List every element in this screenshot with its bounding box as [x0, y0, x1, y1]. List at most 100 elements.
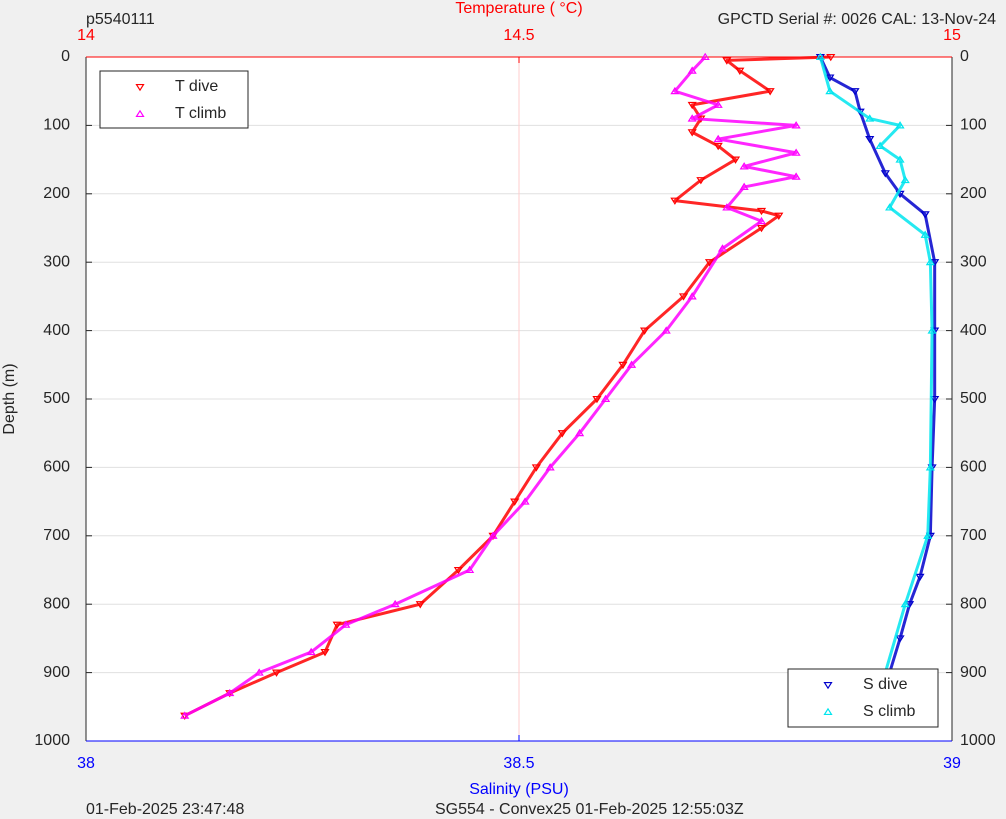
x-tick-label: 38.5	[503, 755, 534, 772]
legend-label: S climb	[863, 703, 916, 720]
data-point	[687, 292, 697, 300]
footer-left: 01-Feb-2025 23:47:48	[86, 801, 244, 818]
data-point	[520, 497, 530, 505]
y-tick-label: 300	[43, 253, 70, 270]
data-point	[722, 203, 732, 211]
y-tick-label: 400	[43, 322, 70, 339]
data-point	[765, 88, 775, 96]
data-point	[488, 531, 498, 539]
data-point	[923, 531, 933, 539]
data-point	[815, 52, 825, 61]
legend: T dive T climb	[99, 70, 249, 129]
data-point	[254, 668, 264, 676]
data-point	[575, 428, 585, 437]
data-point	[592, 395, 602, 404]
legend-label: T dive	[175, 78, 218, 95]
y-tick-label: 900	[43, 664, 70, 681]
data-point	[390, 599, 400, 608]
data-point	[661, 326, 671, 334]
data-point	[180, 711, 190, 719]
data-point	[531, 464, 541, 472]
data-point	[717, 244, 728, 252]
data-point	[722, 57, 732, 65]
data-point	[865, 136, 875, 144]
data-point	[900, 175, 910, 184]
data-point	[601, 394, 611, 403]
data-point	[713, 134, 723, 143]
y2-tick-label: 300	[960, 253, 987, 270]
data-point	[865, 114, 875, 122]
data-point	[825, 74, 835, 82]
legend-box	[99, 70, 249, 129]
data-point	[920, 230, 930, 238]
data-point	[510, 498, 520, 506]
legend-marker	[135, 83, 145, 92]
y-axis-label: Depth (m)	[1, 363, 18, 434]
data-point	[885, 203, 895, 211]
data-point	[895, 635, 905, 643]
data-point	[670, 197, 680, 205]
legend-box	[787, 668, 939, 728]
data-point	[925, 463, 935, 471]
data-point	[875, 141, 885, 149]
data-point	[700, 52, 710, 61]
data-point	[880, 170, 890, 178]
data-point	[739, 182, 749, 191]
data-point	[545, 463, 555, 471]
y2-tick-label: 800	[960, 595, 987, 612]
data-point	[774, 212, 784, 220]
x-axis-label: Salinity (PSU)	[469, 781, 569, 798]
profile-line	[184, 55, 798, 718]
data-point	[453, 566, 463, 575]
x2-tick-label: 14	[77, 27, 95, 44]
x2-axis-label: Temperature ( °C)	[455, 0, 582, 17]
y2-tick-label: 600	[960, 459, 987, 476]
y2-tick-label: 500	[960, 390, 987, 407]
data-point	[825, 86, 835, 95]
data-point	[791, 148, 801, 156]
data-point	[306, 647, 316, 656]
y-tick-label: 100	[43, 117, 70, 134]
x-tick-label: 38	[77, 755, 95, 772]
data-point	[704, 259, 715, 267]
data-point	[332, 621, 342, 630]
y2-tick-label: 0	[960, 48, 969, 65]
top-left-label: p5540111	[86, 11, 155, 28]
data-point	[756, 224, 767, 233]
x-tick-label: 39	[943, 755, 961, 772]
legend-label: S dive	[863, 676, 908, 693]
y-tick-label: 200	[43, 185, 70, 202]
y2-tick-label: 100	[960, 117, 987, 134]
y2-tick-label: 1000	[960, 732, 996, 749]
y2-tick-label: 900	[960, 664, 987, 681]
data-point	[687, 101, 697, 110]
data-point	[756, 207, 767, 216]
data-point	[927, 326, 937, 334]
data-point	[735, 67, 745, 75]
data-point	[713, 100, 723, 108]
data-point	[915, 573, 925, 582]
y-tick-label: 700	[43, 527, 70, 544]
data-point	[895, 121, 905, 129]
data-point	[696, 177, 706, 185]
data-point	[687, 66, 697, 74]
legend-label: T climb	[175, 105, 226, 122]
data-point	[341, 620, 351, 628]
data-point	[670, 86, 680, 95]
profile-line	[819, 56, 937, 717]
data-point	[791, 172, 801, 180]
x2-tick-label: 14.5	[503, 27, 534, 44]
data-point	[687, 114, 697, 122]
legend-marker	[823, 707, 833, 716]
data-point	[826, 53, 836, 62]
data-point	[465, 565, 475, 574]
data-point	[678, 293, 689, 301]
top-right-label: GPCTD Serial #: 0026 CAL: 13-Nov-24	[718, 11, 996, 28]
y-tick-label: 800	[43, 595, 70, 612]
footer-right: SG554 - Convex25 01-Feb-2025 12:55:03Z	[435, 801, 744, 818]
y-tick-label: 600	[43, 459, 70, 476]
data-point	[791, 121, 801, 129]
data-point	[920, 211, 930, 219]
data-point	[756, 216, 767, 225]
